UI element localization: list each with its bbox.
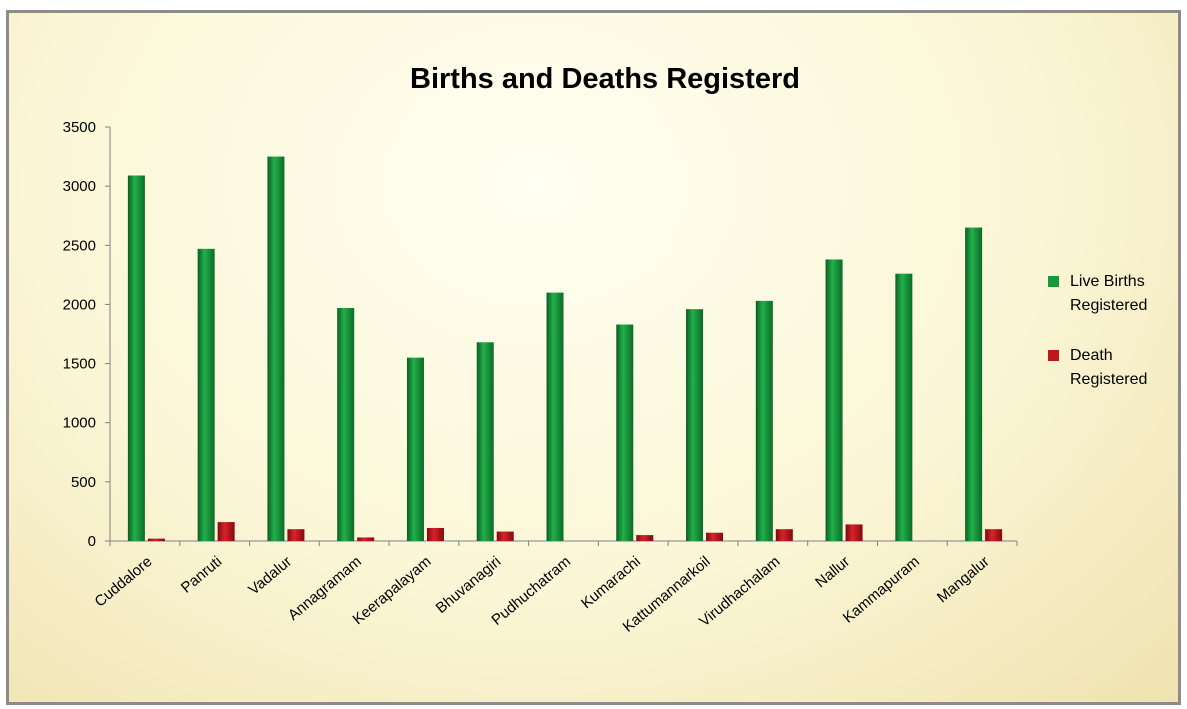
bar xyxy=(476,342,494,541)
bar xyxy=(217,522,235,541)
x-tick-label: Nallur xyxy=(812,553,853,591)
x-tick-label: Cuddalore xyxy=(92,553,156,611)
chart-title: Births and Deaths Registerd xyxy=(410,63,800,95)
x-tick-label: Kammapuram xyxy=(840,553,923,627)
bar xyxy=(546,292,564,541)
bar xyxy=(965,227,983,542)
bar xyxy=(287,529,305,541)
y-tick-label: 0 xyxy=(88,533,96,550)
x-tick-label: Panruti xyxy=(178,553,225,597)
y-tick-label: 1500 xyxy=(63,356,96,373)
bar xyxy=(706,532,724,541)
bar xyxy=(197,248,215,541)
bar xyxy=(426,527,444,541)
x-tick-label: Bhuvanagiri xyxy=(433,553,505,617)
bar xyxy=(755,300,773,541)
bar xyxy=(985,529,1003,541)
legend-label: Death Registered xyxy=(1070,347,1148,388)
y-tick-label: 500 xyxy=(71,474,96,491)
bar xyxy=(147,538,165,541)
x-tick-label: Vadalur xyxy=(245,553,295,599)
bar xyxy=(636,535,654,541)
bar xyxy=(406,357,424,541)
bar xyxy=(337,307,355,541)
bar xyxy=(775,529,793,541)
x-tick-label: Mangalur xyxy=(934,553,993,606)
y-tick-label: 2000 xyxy=(63,296,96,313)
y-tick-label: 3500 xyxy=(63,119,96,136)
bar xyxy=(686,309,704,541)
bar xyxy=(616,324,634,541)
bar xyxy=(825,259,843,541)
bar xyxy=(267,156,285,542)
legend-label: Live Births Registered xyxy=(1070,273,1148,314)
y-tick-label: 1000 xyxy=(63,415,96,432)
bar xyxy=(496,531,514,541)
bar xyxy=(895,273,913,541)
x-tick-label: Kumarachi xyxy=(578,553,644,612)
bar xyxy=(127,175,145,542)
legend-swatch xyxy=(1048,350,1059,361)
bar xyxy=(357,537,375,541)
legend-swatch xyxy=(1048,276,1059,287)
bar xyxy=(845,524,863,541)
y-tick-label: 2500 xyxy=(63,237,96,254)
y-tick-label: 3000 xyxy=(63,178,96,195)
